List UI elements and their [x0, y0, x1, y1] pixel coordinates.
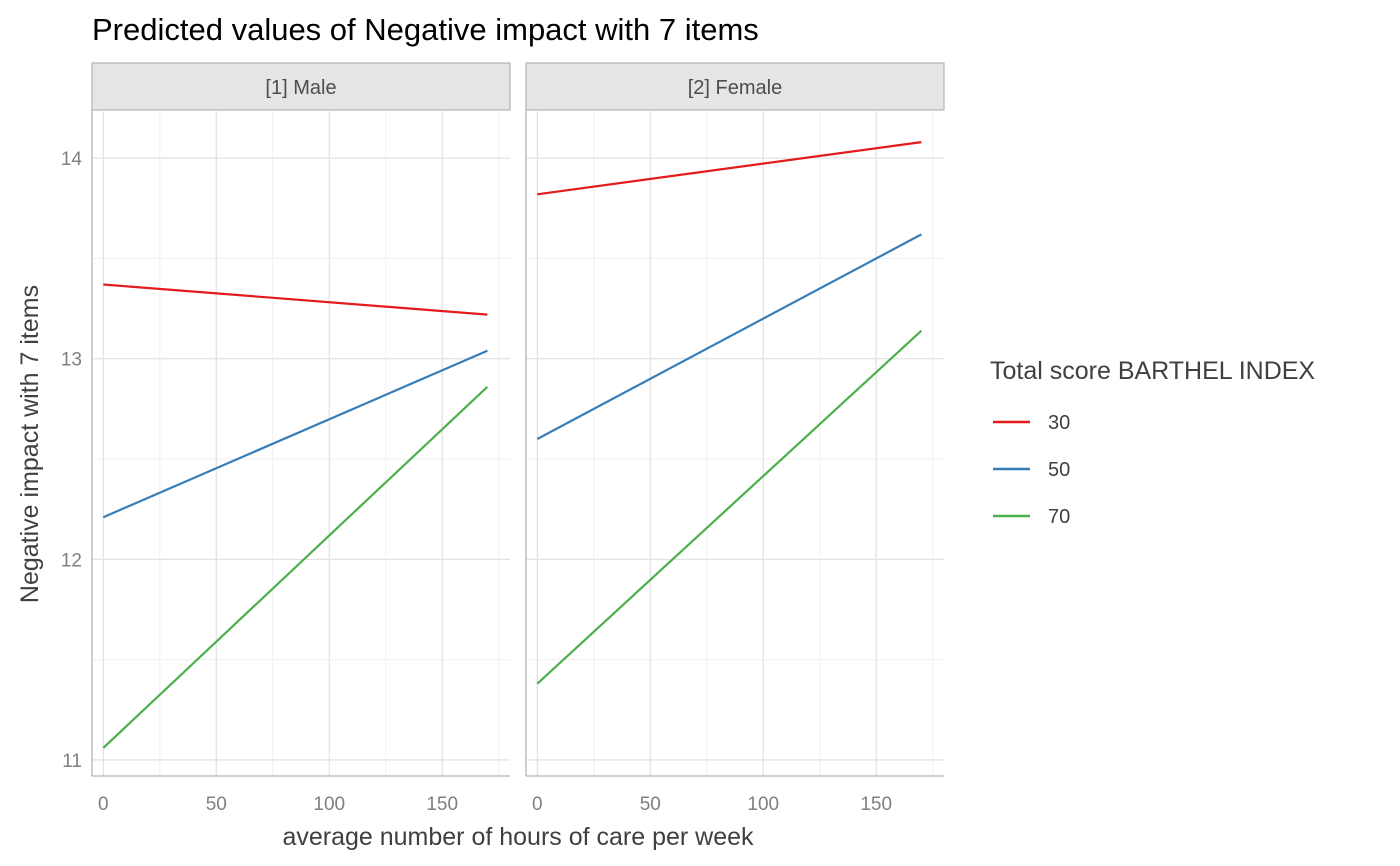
facet-strip	[525, 62, 945, 111]
facet-panel: [2] Female 0 50 100 150	[525, 62, 945, 815]
y-tick-label: 14	[61, 149, 83, 170]
x-tick-label: 100	[313, 794, 345, 815]
y-tick-label: 12	[61, 550, 82, 571]
legend-label-30: 30	[1048, 412, 1070, 434]
x-tick-label: 150	[426, 794, 458, 815]
facet-panels: [1] Male 0 50 100 150 11 12 13 14 [2] Female 0 50 10…	[61, 62, 945, 815]
x-axis-title: average number of hours of care per week	[282, 823, 754, 851]
chart-title: Predicted values of Negative impact with…	[92, 12, 759, 47]
y-axis-title: Negative impact with 7 items	[16, 285, 44, 603]
x-tick-label: 0	[98, 794, 109, 815]
series-line-50	[536, 233, 922, 440]
facet-strip-label: [2] Female	[688, 77, 782, 99]
series-line-50	[102, 349, 488, 519]
facet-panel: [1] Male 0 50 100 150 11 12 13 14	[61, 62, 511, 815]
x-tick-label: 100	[747, 794, 779, 815]
series-line-30	[103, 283, 488, 316]
legend-label-50: 50	[1048, 459, 1070, 481]
x-tick-label: 150	[860, 794, 892, 815]
legend-title: Total score BARTHEL INDEX	[990, 357, 1315, 385]
series-line-30	[537, 141, 922, 196]
x-tick-label: 50	[206, 794, 227, 815]
legend: Total score BARTHEL INDEX 30 50 70	[990, 357, 1315, 528]
y-tick-label: 13	[61, 350, 82, 371]
series-line-70	[102, 385, 489, 749]
legend-label-70: 70	[1048, 506, 1070, 528]
x-tick-label: 0	[532, 794, 543, 815]
series-line-70	[536, 329, 923, 685]
facet-strip	[91, 62, 511, 111]
y-tick-label: 11	[62, 751, 82, 772]
facet-strip-label: [1] Male	[265, 77, 336, 99]
x-tick-label: 50	[640, 794, 661, 815]
